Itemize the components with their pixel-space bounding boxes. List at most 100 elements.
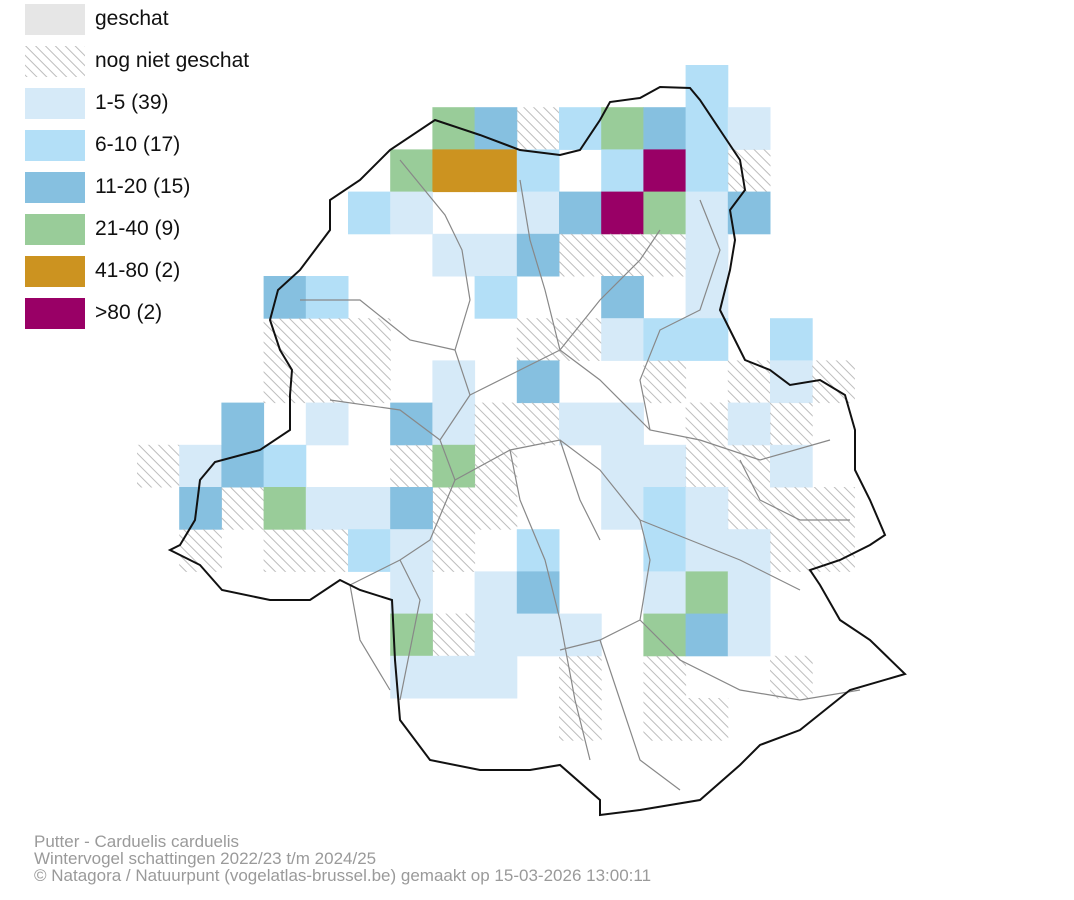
legend-swatch: [25, 4, 85, 35]
grid-cell-class-1: [390, 571, 433, 615]
grid-cell-class-2: [601, 149, 644, 193]
legend-label: 41-80 (2): [95, 259, 181, 282]
grid-cell-class-1: [727, 107, 771, 150]
legend-swatch: [25, 256, 85, 287]
grid-cell-not-estimated: [770, 402, 813, 446]
grid-cell-not-estimated: [432, 529, 476, 572]
grid-cell-not-estimated: [643, 655, 687, 699]
grid-cell-class-1: [474, 233, 518, 277]
municipality-border: [639, 519, 801, 591]
grid-cell-class-2: [685, 65, 729, 108]
grid-cell-class-1: [601, 318, 644, 361]
grid-cell-class-1: [601, 402, 644, 446]
grid-cell-class-2: [474, 276, 518, 319]
grid-cell-class-2: [516, 149, 560, 193]
grid-cell-class-1: [559, 613, 602, 657]
grid-cell-not-estimated: [263, 360, 307, 404]
grid-cell-class-1: [685, 233, 729, 277]
grid-cell-not-estimated: [812, 529, 855, 572]
grid-cell-class-1: [516, 613, 560, 657]
legend-swatch: [25, 172, 85, 203]
grid-cell-class-1: [685, 529, 729, 572]
caption-survey: Wintervogel schattingen 2022/23 t/m 2024…: [34, 849, 377, 868]
legend-swatch: [25, 298, 85, 329]
grid-cell-not-estimated: [812, 360, 855, 404]
grid-cell-class-4: [390, 149, 433, 193]
grid-cell-class-1: [432, 233, 476, 277]
grid-cell-class-1: [727, 571, 771, 615]
municipality-border: [599, 639, 681, 791]
map-caption: Putter - Carduelis carduelis Wintervogel…: [34, 833, 651, 884]
municipality-borders: [300, 159, 861, 791]
grid-cells: [137, 65, 855, 741]
grid-cell-class-3: [221, 444, 265, 488]
grid-cell-class-1: [727, 402, 771, 446]
grid-cell-not-estimated: [727, 149, 771, 193]
grid-cell-class-2: [685, 107, 729, 150]
municipality-border: [739, 459, 850, 521]
grid-cell-not-estimated: [474, 402, 518, 446]
grid-cell-class-3: [559, 191, 602, 235]
legend-swatch: [25, 214, 85, 245]
grid-cell-class-3: [516, 571, 560, 615]
grid-cell-not-estimated: [137, 444, 180, 488]
legend-label: 1-5 (39): [95, 91, 169, 114]
grid-cell-class-2: [685, 149, 729, 193]
grid-cell-not-estimated: [348, 360, 391, 404]
legend-label: geschat: [95, 7, 169, 30]
grid-cell-class-3: [179, 487, 222, 530]
legend-label: >80 (2): [95, 301, 163, 324]
municipality-border: [469, 349, 561, 396]
grid-cell-class-4: [432, 107, 476, 150]
grid-cell-class-1: [432, 402, 476, 446]
grid-cell-class-1: [305, 402, 349, 446]
grid-cell-class-3: [685, 613, 729, 657]
grid-cell-class-2: [263, 444, 307, 488]
grid-cell-not-estimated: [770, 655, 813, 699]
municipality-border: [559, 439, 601, 541]
grid-cell-class-1: [643, 444, 687, 488]
grid-cell-class-1: [390, 529, 433, 572]
municipality-border: [639, 199, 721, 431]
grid-cell-class-1: [390, 191, 433, 235]
grid-cell-class-1: [559, 402, 602, 446]
grid-cell-class-1: [305, 487, 349, 530]
grid-cell-not-estimated: [390, 444, 433, 488]
grid-cell-class-1: [727, 613, 771, 657]
legend-label: 21-40 (9): [95, 217, 181, 240]
grid-cell-class-1: [432, 360, 476, 404]
grid-cell-class-3: [516, 233, 560, 277]
grid-cell-class-3: [474, 107, 518, 150]
grid-cell-class-1: [516, 191, 560, 235]
grid-cell-class-2: [770, 318, 813, 361]
grid-cell-class-1: [643, 571, 687, 615]
municipality-border: [519, 179, 831, 461]
grid-cell-class-2: [685, 318, 729, 361]
legend-swatch: [25, 88, 85, 119]
grid-cell-class-2: [305, 276, 349, 319]
grid-cell-class-1: [474, 655, 518, 699]
grid-cell-class-3: [221, 402, 265, 446]
grid-cell-class-4: [432, 444, 476, 488]
grid-cell-class-2: [643, 487, 687, 530]
municipality-border: [329, 399, 441, 441]
grid-cell-class-1: [770, 444, 813, 488]
grid-cell-not-estimated: [559, 233, 602, 277]
grid-cell-not-estimated: [643, 233, 687, 277]
grid-cell-class-1: [474, 613, 518, 657]
municipality-border: [509, 449, 591, 761]
legend-label: 11-20 (15): [95, 175, 191, 198]
grid-cell-not-estimated: [221, 487, 265, 530]
municipality-border: [349, 584, 391, 691]
grid-cell-class-2: [348, 191, 391, 235]
grid-cell-class-1: [601, 444, 644, 488]
grid-cell-not-estimated: [559, 655, 602, 699]
grid-cell-class-3: [601, 276, 644, 319]
grid-cell-class-1: [348, 487, 391, 530]
grid-cell-not-estimated: [601, 233, 644, 277]
grid-cell-not-estimated: [516, 402, 560, 446]
grid-cell-class-1: [474, 571, 518, 615]
grid-cell-not-estimated: [432, 487, 476, 530]
grid-cell-not-estimated: [305, 360, 349, 404]
